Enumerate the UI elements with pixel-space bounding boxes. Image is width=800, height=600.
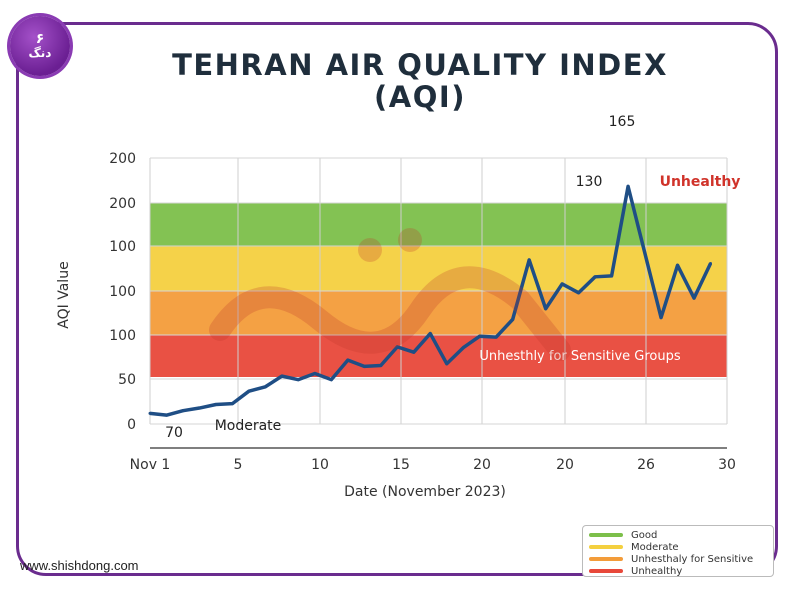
legend-label: Unhesthaly for Sensitive (631, 553, 754, 565)
legend-item: Unhealthy (589, 565, 767, 577)
legend-swatch (589, 533, 623, 537)
x-tick-label: 15 (392, 457, 410, 473)
y-tick-label: 100 (109, 328, 136, 344)
aqi-point (478, 334, 482, 338)
band-unhesthaly-for-sensitive (150, 291, 727, 335)
chart-title-line-2: (AQI) (374, 80, 466, 114)
legend-swatch (589, 557, 623, 561)
aqi-point (560, 282, 564, 286)
aqi-point (412, 350, 416, 354)
x-tick-label: 20 (473, 457, 491, 473)
aqi-point (428, 332, 432, 336)
aqi-point (214, 402, 218, 406)
legend-item: Moderate (589, 541, 767, 553)
aqi-point (626, 184, 630, 188)
x-tick-label: 26 (637, 457, 655, 473)
legend-label: Moderate (631, 541, 679, 553)
band-label-sensitive: Unhesthly for Sensitive Groups (479, 349, 681, 364)
aqi-point (296, 378, 300, 382)
aqi-point (164, 413, 168, 417)
aqi-point (247, 389, 251, 393)
logo-badge: ۶ دنگ (10, 16, 70, 76)
band-unhealthy (150, 335, 727, 377)
y-tick-label: 50 (118, 372, 136, 388)
aqi-point (280, 374, 284, 378)
aqi-point (659, 316, 663, 320)
aqi-point (544, 307, 548, 311)
aqi-point (362, 364, 366, 368)
aqi-point (610, 274, 614, 278)
band-label-unhealthy: Unhealthy (660, 174, 741, 190)
chart-title-line-1: TEHRAN AIR QUALITY INDEX (172, 48, 668, 82)
x-tick-label: 30 (718, 457, 736, 473)
aqi-point (379, 363, 383, 367)
y-tick-label: 200 (109, 151, 136, 167)
aqi-point (593, 275, 597, 279)
aqi-point (676, 263, 680, 267)
logo-line-2: دنگ (28, 46, 52, 61)
legend-item: Good (589, 529, 767, 541)
x-tick-label: 10 (311, 457, 329, 473)
aqi-point (511, 317, 515, 321)
x-axis-label: Date (November 2023) (344, 484, 506, 500)
y-tick-label: 100 (109, 284, 136, 300)
x-tick-label: 20 (556, 457, 574, 473)
legend-swatch (589, 545, 623, 549)
aqi-point (577, 291, 581, 295)
legend-swatch (589, 569, 623, 573)
aqi-point (230, 402, 234, 406)
aqi-point (527, 258, 531, 262)
legend: Good Moderate Unhesthaly for Sensitive Unhe… (582, 525, 774, 577)
y-tick-label: 200 (109, 196, 136, 212)
aqi-point (263, 385, 267, 389)
aqi-point (148, 411, 152, 415)
x-tick-label: 5 (234, 457, 243, 473)
annotation-start-label: Moderate (215, 418, 282, 434)
aqi-point (692, 296, 696, 300)
legend-label: Good (631, 529, 658, 541)
aqi-point (313, 371, 317, 375)
aqi-point (643, 250, 647, 254)
y-axis-label: AQI Value (56, 261, 72, 328)
legend-item: Unhesthaly for Sensitive (589, 553, 767, 565)
y-tick-label: 0 (127, 417, 136, 433)
annotation-secondary: 130 (576, 174, 603, 190)
aqi-point (346, 358, 350, 362)
aqi-point (461, 346, 465, 350)
aqi-point (709, 262, 713, 266)
band-good (150, 203, 727, 247)
logo-line-1: ۶ (35, 30, 45, 47)
y-tick-label: 100 (109, 239, 136, 255)
aqi-point (445, 362, 449, 366)
aqi-point (494, 335, 498, 339)
site-url[interactable]: www.shishdong.com (20, 558, 139, 573)
annotation-peak: 165 (609, 114, 636, 130)
legend-label: Unhealthy (631, 565, 683, 577)
aqi-point (181, 409, 185, 413)
aqi-point (197, 406, 201, 410)
annotation-start: 70 (165, 425, 183, 441)
band-moderate (150, 246, 727, 291)
aqi-point (329, 378, 333, 382)
aqi-point (395, 345, 399, 349)
x-tick-label: Nov 1 (130, 457, 171, 473)
